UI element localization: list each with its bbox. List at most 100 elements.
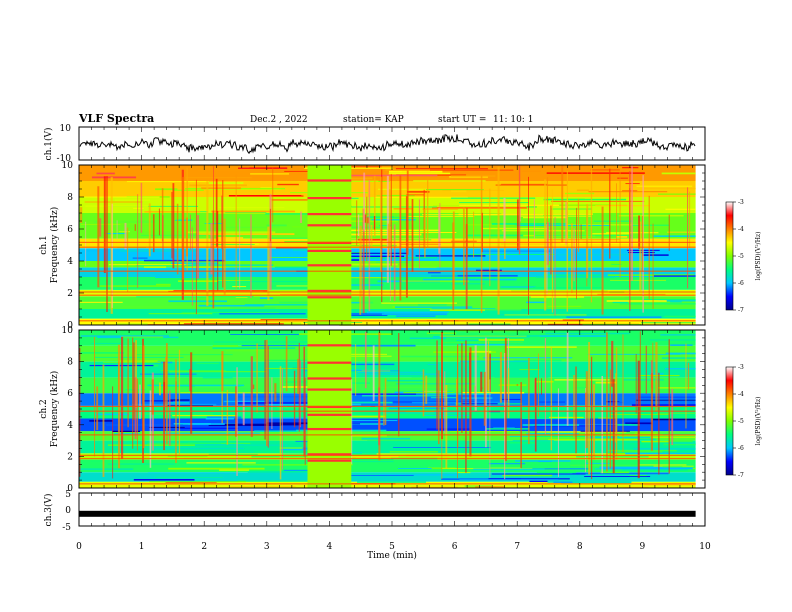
spectrogram-streak: [426, 428, 471, 430]
spectrogram-burst: [585, 371, 588, 449]
y-tick-label: 0: [67, 484, 73, 494]
spectrogram-streak: [128, 413, 213, 415]
spectrogram-streak: [237, 402, 326, 404]
interval-line: [307, 213, 352, 216]
spectrogram-band: [79, 405, 696, 419]
ch1-wave-ytick-top: 10: [60, 124, 72, 134]
spectrogram-streak: [400, 355, 480, 358]
spectrogram-streak: [147, 384, 245, 387]
spectrogram-streak: [230, 334, 325, 335]
interval-line: [307, 377, 352, 380]
spectrogram-streak: [91, 460, 136, 463]
spectrogram-streak: [358, 373, 444, 375]
spectrogram-burst: [528, 176, 529, 315]
spectrogram-burst: [368, 180, 371, 312]
spectrogram-streak: [495, 184, 567, 186]
spectrogram-streak: [211, 210, 295, 213]
spectrogram-streak: [175, 276, 256, 279]
spectrogram-burst: [85, 221, 87, 267]
spectrogram-streak: [79, 301, 123, 303]
spectrogram-streak: [218, 207, 285, 209]
spectrogram-streak: [458, 344, 509, 346]
spectrogram-streak: [463, 382, 516, 384]
ch3-ytick-mid: 0: [65, 506, 71, 516]
spectrogram-interval: [307, 165, 352, 325]
x-tick-label: 6: [452, 542, 458, 552]
spectrogram-streak: [207, 296, 254, 298]
spectrogram-streak: [337, 355, 392, 357]
spectrogram-streak: [493, 427, 515, 428]
spectrogram-streak: [441, 478, 521, 480]
spectrogram-streak: [551, 208, 592, 210]
spectrogram-streak: [369, 412, 461, 414]
spectrogram-streak: [217, 281, 314, 283]
spectrogram-band: [79, 345, 696, 362]
spectrogram-streak: [173, 289, 270, 292]
spectrogram-line: [79, 483, 696, 485]
spectrogram-streak: [618, 451, 663, 453]
spectrogram-burst: [142, 345, 145, 448]
spectrogram-streak: [430, 397, 457, 399]
spectrogram-streak: [612, 301, 628, 304]
ch1-wave-ytick-bottom: -10: [57, 154, 72, 164]
spectrogram-streak: [379, 225, 392, 227]
spectrogram-burst: [182, 176, 185, 280]
spectrogram-streak: [147, 472, 239, 474]
spectrogram-streak: [539, 401, 566, 403]
spectrogram-streak: [316, 314, 388, 316]
spectrogram-streak: [85, 205, 149, 207]
spectrogram-streak: [546, 172, 645, 174]
x-tick-label: 2: [201, 542, 207, 552]
spectrogram-burst: [185, 217, 188, 257]
spectrogram-burst: [575, 366, 577, 454]
spectrogram-streak: [522, 418, 586, 420]
interval-line: [307, 388, 352, 391]
spectrogram-burst: [457, 343, 459, 448]
spectrogram-streak: [642, 299, 696, 300]
spectrogram-burst: [191, 227, 193, 306]
spectrogram-burst: [303, 346, 306, 457]
start-ut-value: 11: 10: 1: [493, 115, 533, 125]
spectrogram-streak: [459, 479, 559, 481]
spectrogram-streak: [244, 304, 316, 306]
spectrogram-burst: [571, 223, 573, 294]
spectrogram-streak: [239, 388, 261, 391]
spectrogram-streak: [237, 395, 335, 398]
spectrogram-burst: [80, 207, 83, 224]
spectrogram-streak: [274, 266, 312, 269]
spectrogram-streak: [491, 473, 586, 475]
spectrogram-streak: [133, 207, 144, 209]
spectrogram-streak: [660, 334, 696, 336]
spectrogram-burst: [168, 390, 171, 446]
spectrogram-burst: [221, 351, 224, 392]
spectrogram-streak: [107, 463, 175, 465]
spectrogram-streak: [188, 423, 237, 425]
spectrogram-burst: [99, 218, 102, 237]
spectrogram-streak: [396, 266, 437, 268]
spectrogram-streak: [89, 420, 113, 422]
spectrogram-streak: [250, 173, 290, 175]
spectrogram-streak: [178, 427, 239, 429]
spectrogram-streak: [120, 250, 203, 252]
spectrogram-band: [79, 289, 696, 297]
colorbar-tick-label: -7: [738, 472, 744, 479]
colorbar-tick-label: -7: [738, 307, 744, 314]
spectrogram-streak: [653, 235, 696, 237]
spectrogram-streak: [264, 359, 349, 362]
spectrogram-streak: [536, 471, 577, 474]
ch3-xticks: [78, 493, 706, 526]
spectrogram-streak: [450, 190, 467, 193]
spectrogram-streak: [212, 345, 239, 347]
spectrogram-streak: [172, 189, 204, 191]
spectrogram-streak: [431, 308, 496, 310]
spectrogram-streak: [466, 234, 524, 237]
spectrogram-burst: [622, 334, 624, 453]
colorbar-tick-label: -5: [738, 253, 744, 260]
spectrogram-burst: [135, 340, 137, 408]
spectrogram-burst: [480, 175, 483, 313]
spectrogram-burst: [399, 175, 402, 301]
spectrogram-burst: [551, 189, 554, 313]
spectrogram-burst: [573, 228, 575, 282]
spectrogram-streak: [407, 191, 430, 193]
spectrogram-burst: [383, 389, 385, 426]
